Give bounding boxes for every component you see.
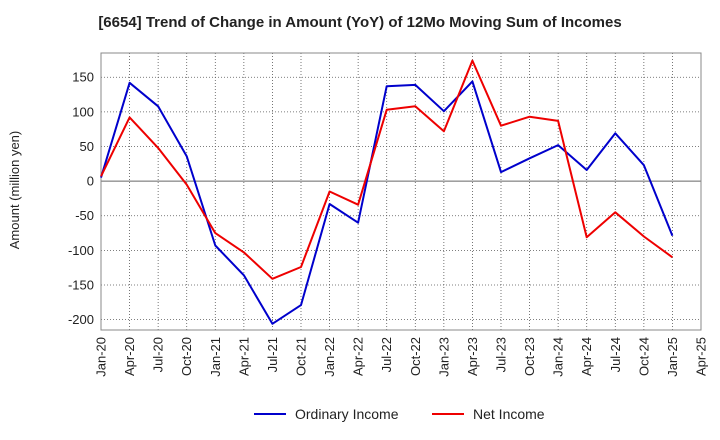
x-tick-label: Apr-22 — [351, 337, 366, 376]
x-tick-label: Jul-22 — [379, 337, 394, 372]
x-tick-label: Jan-24 — [551, 337, 566, 377]
legend-label: Net Income — [473, 406, 545, 422]
y-tick-label: 50 — [80, 139, 94, 154]
y-tick-label: 150 — [72, 70, 94, 85]
x-tick-label: Jan-23 — [436, 337, 451, 377]
y-tick-label: -50 — [75, 208, 94, 223]
x-tick-label: Jan-21 — [208, 337, 223, 377]
series-line-net-income — [100, 59, 673, 280]
series-lines — [100, 59, 674, 325]
x-tick-label: Apr-25 — [694, 337, 709, 376]
y-tick-label: -150 — [68, 277, 94, 292]
y-tick-labels: -200 -150 -100 -50 0 50 100 150 — [68, 70, 94, 327]
y-tick-label: 0 — [87, 174, 94, 189]
x-tick-label: Jul-24 — [608, 337, 623, 372]
legend-label: Ordinary Income — [295, 406, 399, 422]
legend: Ordinary Income Net Income — [254, 406, 545, 422]
chart-title: [6654] Trend of Change in Amount (YoY) o… — [98, 14, 622, 31]
x-tick-label: Jul-23 — [494, 337, 509, 372]
x-tick-label: Apr-23 — [465, 337, 480, 376]
y-tick-label: -100 — [68, 243, 94, 258]
x-tick-label: Oct-22 — [408, 337, 423, 376]
x-tick-label: Jan-25 — [665, 337, 680, 377]
x-tick-label: Oct-24 — [636, 337, 651, 376]
x-tick-label: Oct-20 — [179, 337, 194, 376]
x-tick-label: Apr-24 — [579, 337, 594, 376]
x-tick-label: Jul-20 — [151, 337, 166, 372]
x-tick-label: Apr-21 — [236, 337, 251, 376]
x-tick-label: Jul-21 — [265, 337, 280, 372]
x-tick-label: Jan-20 — [94, 337, 109, 377]
y-tick-label: 100 — [72, 104, 94, 119]
x-tick-label: Oct-23 — [522, 337, 537, 376]
plot-frame — [100, 52, 702, 331]
axes — [100, 52, 702, 331]
series-line-ordinary-income — [100, 80, 674, 325]
x-tick-labels: Jan-20 Apr-20 Jul-20 Oct-20 Jan-21 Apr-21 Jul-… — [94, 337, 709, 377]
x-tick-label: Apr-20 — [122, 337, 137, 376]
y-tick-label: -200 — [68, 312, 94, 327]
x-tick-label: Jan-22 — [322, 337, 337, 377]
y-axis-title: Amount (million yen) — [7, 131, 22, 250]
x-tick-label: Oct-21 — [294, 337, 309, 376]
